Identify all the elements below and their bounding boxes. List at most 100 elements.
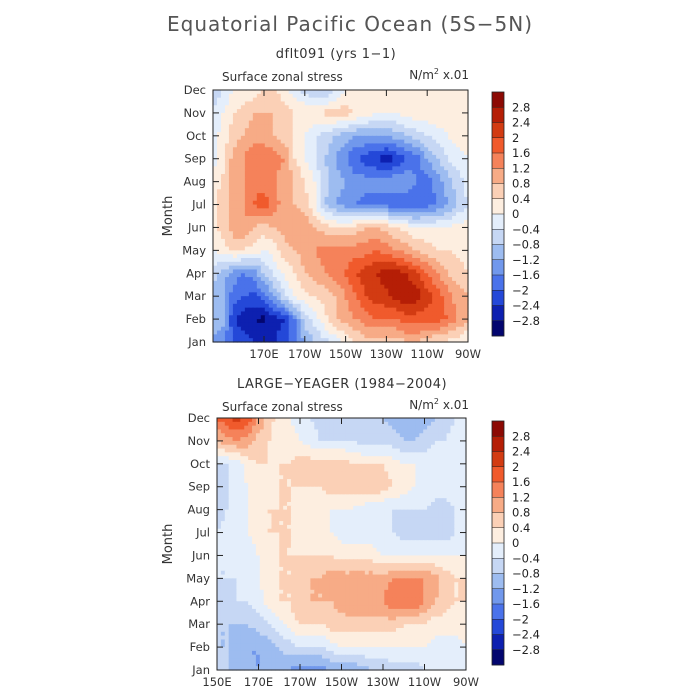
contour-cell bbox=[356, 212, 362, 217]
contour-cell bbox=[220, 296, 226, 301]
contour-cell bbox=[428, 238, 433, 244]
contour-cell bbox=[428, 315, 433, 320]
contour-cell bbox=[280, 326, 286, 332]
contour-cell bbox=[344, 280, 350, 286]
contour-cell bbox=[244, 440, 249, 446]
contour-cell bbox=[324, 265, 330, 271]
contour-cell bbox=[276, 93, 282, 99]
contour-cell bbox=[272, 277, 278, 282]
contour-cell bbox=[348, 338, 354, 343]
contour-cell bbox=[322, 448, 327, 453]
contour-cell bbox=[380, 315, 385, 320]
contour-cell bbox=[260, 93, 266, 99]
contour-cell bbox=[332, 300, 338, 305]
contour-cell bbox=[444, 250, 449, 255]
contour-cell bbox=[268, 124, 274, 129]
contour-cell bbox=[428, 166, 433, 171]
contour-cell bbox=[448, 181, 453, 187]
contour-cell bbox=[464, 196, 469, 202]
colorbar-swatch bbox=[492, 107, 504, 123]
contour-cell bbox=[252, 212, 258, 217]
contour-cell bbox=[248, 166, 254, 171]
contour-cell bbox=[248, 181, 254, 187]
contour-cell bbox=[329, 452, 335, 457]
contour-cell bbox=[444, 196, 449, 202]
contour-cell bbox=[452, 181, 457, 187]
contour-cell bbox=[392, 208, 397, 213]
contour-cell bbox=[436, 90, 441, 95]
contour-cell bbox=[360, 246, 365, 251]
contour-cell bbox=[336, 162, 342, 167]
contour-cell bbox=[320, 261, 326, 267]
contour-cell bbox=[460, 315, 465, 320]
contour-cell bbox=[454, 440, 459, 446]
contour-cell bbox=[300, 166, 306, 171]
contour-cell bbox=[232, 326, 238, 332]
contour-cell bbox=[275, 440, 280, 446]
contour-cell bbox=[416, 250, 421, 255]
contour-cell bbox=[316, 254, 322, 259]
contour-cell bbox=[340, 158, 346, 164]
contour-cell bbox=[408, 135, 413, 141]
contour-cell bbox=[244, 120, 250, 125]
contour-cell bbox=[232, 109, 238, 114]
contour-cell bbox=[348, 273, 354, 278]
contour-cell bbox=[356, 116, 362, 122]
contour-cell bbox=[260, 162, 266, 167]
contour-cell bbox=[296, 116, 302, 122]
contour-cell bbox=[252, 448, 257, 453]
contour-cell bbox=[252, 273, 258, 278]
contour-cell bbox=[464, 174, 469, 179]
contour-cell bbox=[368, 154, 373, 160]
contour-cell bbox=[392, 231, 397, 236]
contour-cell bbox=[396, 196, 401, 202]
colorbar-label: −1.6 bbox=[512, 268, 540, 282]
contour-cell bbox=[348, 334, 354, 339]
contour-cell bbox=[284, 280, 290, 286]
contour-cell bbox=[400, 223, 405, 229]
contour-cell bbox=[272, 166, 278, 171]
figure-title: Equatorial Pacific Ocean (5S−5N) bbox=[167, 12, 533, 36]
contour-cell bbox=[416, 154, 421, 160]
contour-cell bbox=[444, 109, 449, 114]
contour-cell bbox=[284, 177, 290, 183]
contour-cell bbox=[272, 204, 278, 209]
contour-cell bbox=[352, 273, 358, 278]
contour-cell bbox=[388, 90, 393, 95]
contour-cell bbox=[284, 151, 290, 156]
contour-cell bbox=[244, 254, 250, 259]
contour-cell bbox=[400, 238, 405, 244]
contour-cell bbox=[292, 231, 298, 236]
contour-cell bbox=[292, 258, 298, 263]
contour-cell bbox=[460, 307, 465, 313]
contour-cell bbox=[268, 322, 274, 328]
contour-cell bbox=[404, 154, 409, 160]
contour-cell bbox=[408, 334, 413, 339]
contour-cell bbox=[456, 300, 461, 305]
contour-cell bbox=[213, 300, 218, 305]
contour-cell bbox=[280, 242, 286, 248]
contour-cell bbox=[396, 204, 401, 209]
contour-cell bbox=[216, 292, 222, 297]
contour-cell bbox=[248, 154, 254, 160]
contour-cell bbox=[456, 112, 461, 118]
contour-cell bbox=[310, 448, 315, 453]
contour-cell bbox=[224, 97, 230, 103]
contour-cell bbox=[452, 170, 457, 175]
contour-cell bbox=[248, 326, 254, 332]
contour-cell bbox=[348, 147, 354, 152]
contour-cell bbox=[296, 242, 302, 248]
contour-cell bbox=[460, 303, 465, 309]
contour-cell bbox=[316, 319, 322, 324]
contour-cell bbox=[392, 246, 397, 251]
contour-cell bbox=[224, 273, 230, 278]
contour-cell bbox=[292, 174, 298, 179]
contour-cell bbox=[308, 261, 314, 267]
contour-cell bbox=[268, 208, 274, 213]
contour-cell bbox=[348, 97, 354, 103]
contour-cell bbox=[384, 97, 389, 103]
contour-cell bbox=[272, 265, 278, 271]
contour-cell bbox=[288, 105, 294, 110]
contour-cell bbox=[325, 437, 331, 442]
contour-cell bbox=[232, 177, 238, 183]
